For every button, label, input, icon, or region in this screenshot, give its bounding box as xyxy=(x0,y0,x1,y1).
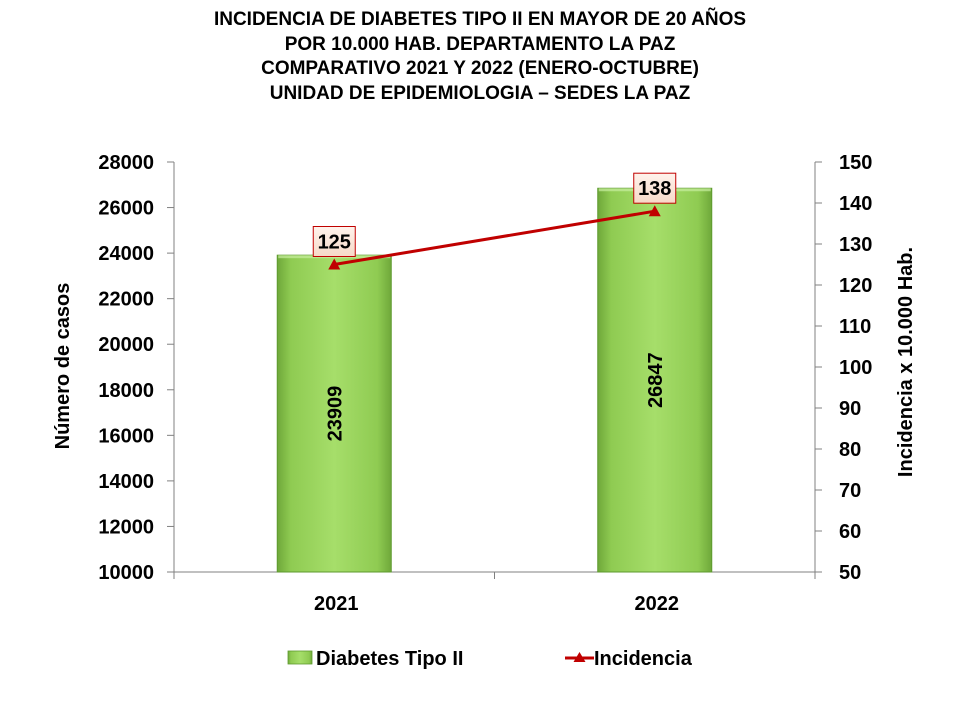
y-tick-label-right: 60 xyxy=(839,521,861,543)
legend-marker-incidence xyxy=(573,652,586,662)
y-tick-label-right: 110 xyxy=(839,316,871,338)
y-tick-label-right: 50 xyxy=(839,562,861,584)
legend-label-incidence: Incidencia xyxy=(594,648,693,670)
y-tick-label-right: 100 xyxy=(839,357,872,379)
legend-swatch-bars xyxy=(287,650,313,665)
y-tick-label-left: 28000 xyxy=(98,152,154,174)
title-line-1: INCIDENCIA DE DIABETES TIPO II EN MAYOR … xyxy=(213,9,747,30)
y-tick-label-left: 14000 xyxy=(98,471,154,493)
y-tick-label-right: 140 xyxy=(839,193,872,215)
title-line-2: POR 10.000 HAB. DEPARTAMENTO LA PAZ xyxy=(284,33,676,55)
x-tick-label: 2022 xyxy=(635,593,680,615)
incidence-value-label: 138 xyxy=(638,178,671,200)
incidence-line xyxy=(334,209,655,266)
x-tick-label: 2021 xyxy=(314,593,359,615)
bar-value-label: 23909 xyxy=(324,386,346,442)
x-axis: 2021 2022 xyxy=(173,571,816,615)
title-line-4: UNIDAD DE EPIDEMIOLOGIA – SEDES LA PAZ xyxy=(269,82,691,104)
bar-series: 23909 26847 xyxy=(276,187,713,573)
incidence-value-label: 125 xyxy=(318,232,351,254)
y-tick-label-left: 18000 xyxy=(98,380,154,402)
y-tick-label-left: 16000 xyxy=(98,425,154,447)
line-series xyxy=(328,205,661,270)
y-tick-label-left: 20000 xyxy=(98,334,154,356)
y-tick-label-right: 90 xyxy=(839,398,861,420)
y-axis-right-label: Incidencia x 10.000 Hab. xyxy=(895,247,917,477)
y-axis-right: 50 60 70 80 90 100 110 120 130 140 150 xyxy=(814,152,872,584)
bar-value-label: 26847 xyxy=(645,352,667,408)
bar xyxy=(597,187,713,573)
y-tick-label-left: 10000 xyxy=(98,562,154,584)
data-labels: 125 138 xyxy=(312,172,677,257)
y-tick-label-right: 150 xyxy=(839,152,872,174)
incidence-label-box xyxy=(312,226,356,257)
y-tick-label-right: 130 xyxy=(839,234,872,256)
y-tick-label-right: 80 xyxy=(839,439,861,461)
y-tick-label-left: 24000 xyxy=(98,243,154,265)
y-axis-left: 10000 12000 14000 16000 18000 20000 22000 24000… xyxy=(98,152,175,584)
y-tick-label-left: 12000 xyxy=(98,516,154,538)
y-axis-left-label: Número de casos xyxy=(52,283,74,450)
bar xyxy=(276,254,392,573)
y-tick-label-left: 22000 xyxy=(98,289,154,311)
legend-label-bars: Diabetes Tipo II xyxy=(316,648,463,670)
incidence-label-box xyxy=(633,172,677,204)
y-tick-label-right: 120 xyxy=(839,275,872,297)
chart-title: INCIDENCIA DE DIABETES TIPO II EN MAYOR … xyxy=(0,8,960,106)
y-tick-label-right: 70 xyxy=(839,480,861,502)
incidence-marker xyxy=(328,258,341,270)
y-tick-label-left: 26000 xyxy=(98,198,154,220)
incidence-marker xyxy=(648,205,661,217)
title-line-3: COMPARATIVO 2021 Y 2022 (ENERO-OCTUBRE) xyxy=(261,58,699,79)
legend: Diabetes Tipo II Incidencia xyxy=(287,648,693,670)
